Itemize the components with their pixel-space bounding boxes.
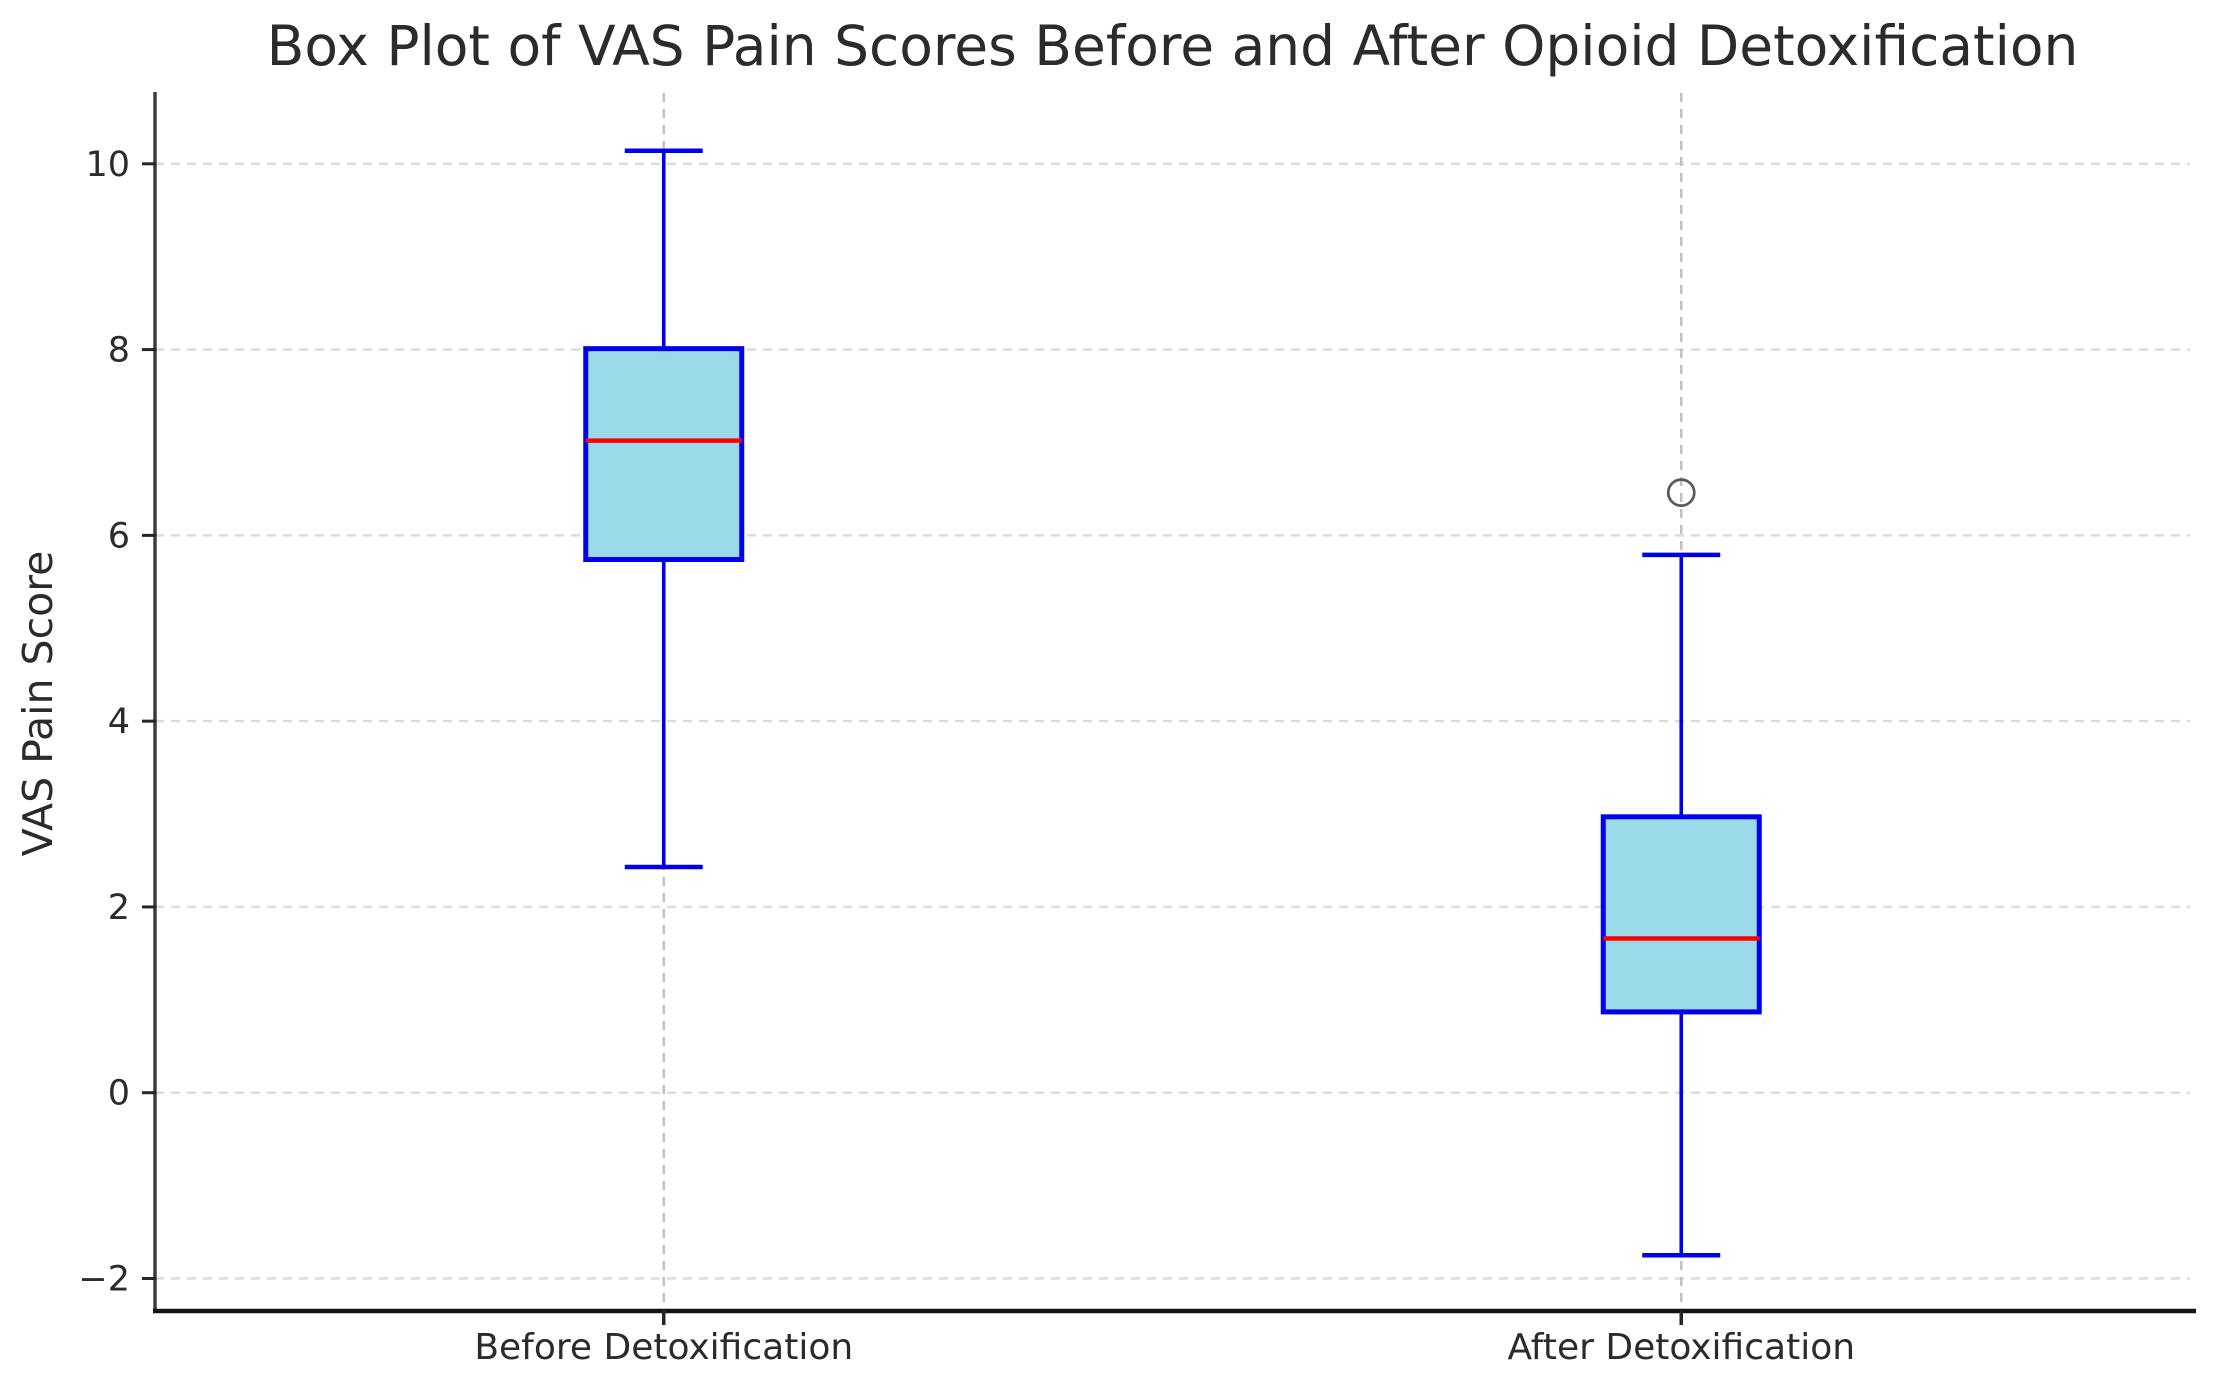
box-iqr [583, 346, 745, 563]
y-tick-label: 6 [108, 516, 130, 556]
y-axis-label: VAS Pain Score [14, 551, 62, 857]
outlier-marker [1666, 478, 1696, 507]
box-iqr [1600, 814, 1762, 1015]
y-tick-label: 0 [108, 1074, 130, 1114]
chart-title: Box Plot of VAS Pain Scores Before and A… [266, 14, 2079, 78]
x-tick-label: Before Detoxification [474, 1327, 853, 1368]
y-tick-label: 2 [108, 888, 130, 928]
y-tick-label: 4 [108, 702, 130, 742]
y-tick-label: 10 [85, 145, 130, 185]
y-tick-label: −2 [78, 1259, 130, 1299]
x-tick-label: After Detoxification [1507, 1327, 1855, 1368]
y-tick-label: 8 [108, 331, 130, 371]
